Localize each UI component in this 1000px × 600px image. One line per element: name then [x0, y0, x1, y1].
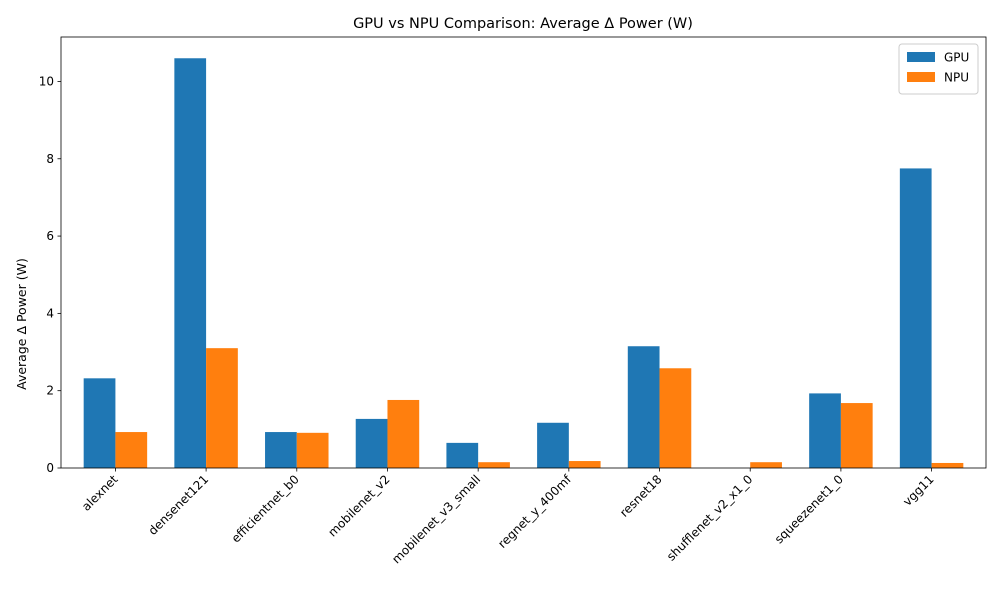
- axes-frame: [60, 36, 987, 469]
- bar-gpu-vgg11: [899, 168, 932, 468]
- bar-gpu-squeezenet1_0: [809, 393, 841, 468]
- bar-gpu-resnet18: [627, 346, 660, 468]
- x-tick-label: squeezenet1_0: [772, 472, 846, 546]
- y-tick-label: 4: [46, 306, 54, 320]
- bar-gpu-alexnet: [83, 378, 116, 468]
- bar-npu-densenet121: [206, 348, 238, 468]
- x-tick-label: mobilenet_v2: [325, 472, 392, 539]
- bar-gpu-mobilenet_v2: [355, 418, 388, 468]
- x-tick-label: densenet121: [146, 472, 212, 538]
- bar-gpu-efficientnet_b0: [265, 432, 297, 468]
- bar-gpu-densenet121: [174, 58, 207, 468]
- x-tick-label: shufflenet_v2_x1_0: [664, 472, 755, 563]
- x-tick-label: resnet18: [617, 472, 665, 520]
- plot-area: 0 2 4 6 8 10 alexnet densenet121 efficientnet_b0…: [39, 36, 987, 566]
- bar-gpu-mobilenet_v3_small: [446, 442, 479, 468]
- bar-npu-mobilenet_v2: [387, 399, 420, 468]
- bar-npu-regnet_y_400mf: [568, 461, 601, 468]
- bar-gpu-regnet_y_400mf: [537, 422, 569, 468]
- bar-npu-squeezenet1_0: [840, 403, 873, 468]
- x-tick-label: efficientnet_b0: [229, 472, 302, 545]
- y-tick-label: 8: [46, 152, 54, 166]
- legend-swatch-npu: [907, 72, 935, 82]
- legend-label-gpu: GPU: [944, 51, 969, 65]
- y-tick-label: 0: [46, 461, 54, 475]
- bar-npu-alexnet: [115, 432, 148, 468]
- bar-npu-shufflenet_v2_x1_0: [750, 462, 782, 468]
- x-tick-label: alexnet: [79, 472, 121, 514]
- bar-npu-vgg11: [931, 462, 964, 468]
- legend-swatch-gpu: [907, 52, 935, 62]
- y-tick-label: 10: [39, 74, 54, 88]
- bar-npu-mobilenet_v3_small: [478, 462, 510, 468]
- y-tick-label: 6: [46, 229, 54, 243]
- x-tick-label: mobilenet_v3_small: [389, 472, 483, 566]
- bar-npu-resnet18: [659, 368, 692, 468]
- chart-title: GPU vs NPU Comparison: Average Δ Power (…: [353, 16, 693, 32]
- x-tick-label: regnet_y_400mf: [495, 472, 574, 551]
- x-tick-label: vgg11: [900, 472, 936, 508]
- bar-npu-efficientnet_b0: [296, 432, 329, 468]
- y-axis-label: Average Δ Power (W): [14, 258, 29, 390]
- legend: GPU NPU: [898, 43, 979, 95]
- y-tick-label: 2: [46, 384, 54, 398]
- legend-label-npu: NPU: [944, 71, 969, 85]
